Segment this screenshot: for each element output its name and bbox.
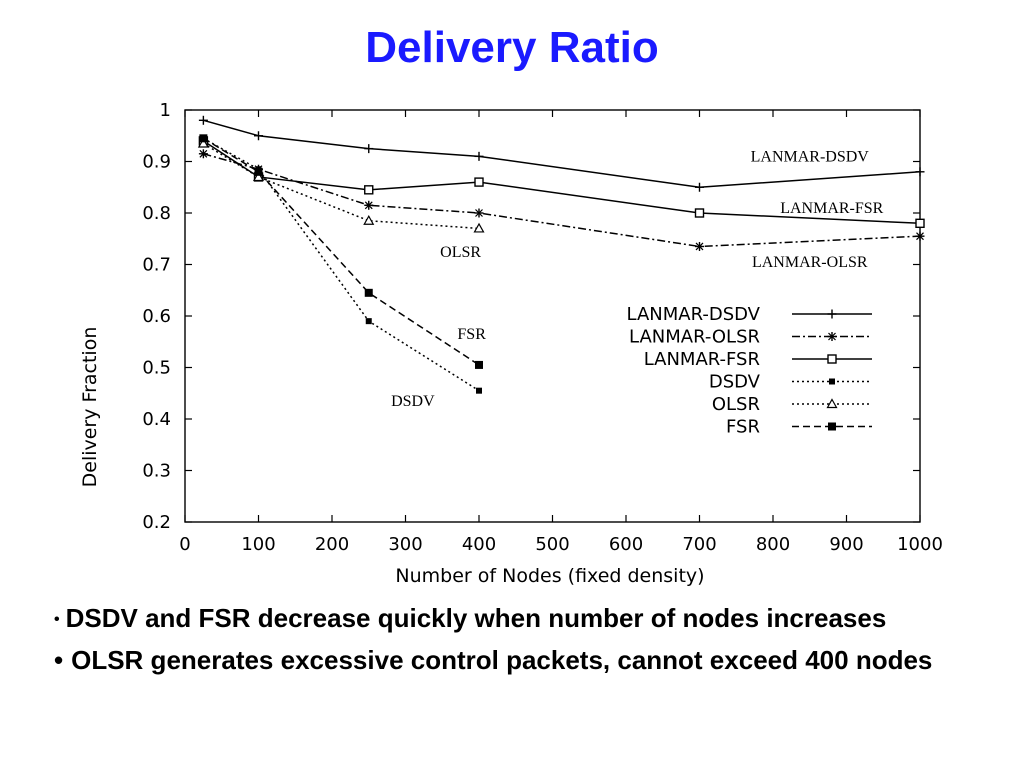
data-point-dsdv (365, 318, 372, 325)
legend-marker-lanmar-fsr (827, 354, 837, 364)
data-point-olsr (197, 137, 209, 148)
legend-label-lanmar-olsr: LANMAR-OLSR (629, 327, 760, 348)
bullet-text: OLSR generates excessive control packets… (71, 645, 933, 676)
data-point-lanmar-dsdv (695, 182, 704, 192)
legend-marker-fsr (828, 422, 836, 431)
data-point-olsr (363, 215, 375, 225)
y-tick-label: 0.7 (142, 255, 171, 276)
data-point-lanmar-fsr (915, 218, 925, 229)
marker-part (695, 242, 704, 251)
data-point-lanmar-dsdv (364, 144, 374, 154)
annotation-label: DSDV (391, 393, 435, 410)
bullet-marker: • (54, 611, 60, 629)
data-point-lanmar-dsdv (915, 167, 925, 177)
x-tick-label: 500 (535, 534, 569, 555)
annotation-label: LANMAR-DSDV (751, 149, 870, 166)
bullet-item-1: • DSDV and FSR decrease quickly when numb… (54, 598, 1004, 640)
legend: LANMAR-DSDVLANMAR-OLSRLANMAR-FSRDSDVOLSR… (627, 304, 872, 438)
marker-part (199, 149, 208, 158)
series-line-lanmar-olsr (203, 153, 921, 248)
bullet-list: • DSDV and FSR decrease quickly when numb… (54, 598, 1004, 680)
x-tick-label: 200 (315, 534, 349, 555)
annotation-label: OLSR (440, 244, 481, 261)
data-point-olsr (252, 171, 265, 182)
series-line-lanmar-dsdv (203, 119, 921, 189)
y-tick-label: 0.2 (142, 512, 171, 533)
y-tick-label: 0.6 (142, 306, 171, 327)
x-tick-label: 0 (179, 534, 190, 555)
x-tick-label: 600 (609, 534, 643, 555)
slide-title: Delivery Ratio (365, 23, 659, 72)
data-point-fsr (475, 360, 483, 369)
data-point-lanmar-olsr (915, 231, 925, 241)
data-point-lanmar-dsdv (198, 115, 208, 125)
series-line-fsr (202, 137, 480, 366)
series-lanmar-dsdv (198, 115, 925, 192)
legend-marker-lanmar-dsdv (827, 309, 837, 319)
data-point-lanmar-dsdv (254, 131, 263, 141)
y-tick-label: 0.3 (142, 461, 171, 482)
x-tick-label: 1000 (897, 534, 943, 555)
bullet-marker: • (54, 645, 64, 676)
data-point-lanmar-fsr (364, 185, 374, 195)
annotation-label: LANMAR-OLSR (752, 254, 868, 271)
data-point-lanmar-dsdv (474, 151, 484, 161)
x-axis-label: Number of Nodes (fixed density) (395, 565, 704, 587)
legend-marker-lanmar-olsr (827, 332, 837, 341)
series-line-dsdv (203, 137, 480, 392)
x-tick-label: 300 (388, 534, 422, 555)
series-lines (197, 115, 925, 394)
legend-label-lanmar-dsdv: LANMAR-DSDV (627, 304, 761, 325)
data-point-fsr (364, 288, 373, 297)
bullet-text: DSDV and FSR decrease quickly when numbe… (65, 603, 887, 633)
y-tick-label: 0.5 (142, 358, 171, 379)
plot-frame (184, 109, 921, 523)
y-tick-label: 0.4 (142, 409, 171, 430)
x-tick-label: 100 (241, 534, 275, 555)
legend-label-olsr: OLSR (712, 394, 760, 415)
data-point-olsr (473, 222, 485, 233)
data-point-lanmar-olsr (198, 149, 208, 159)
marker-part (828, 332, 836, 341)
series-fsr (199, 134, 483, 369)
data-point-lanmar-fsr (474, 177, 484, 187)
data-point-lanmar-olsr (695, 241, 704, 251)
series-dsdv (200, 135, 482, 394)
data-point-dsdv (476, 387, 482, 394)
x-tick-label: 900 (829, 534, 863, 555)
legend-marker-olsr (826, 398, 838, 409)
y-tick-label: 0.9 (142, 152, 171, 173)
data-point-fsr (199, 134, 208, 143)
x-tick-label: 700 (682, 534, 716, 555)
annotation-label: LANMAR-FSR (780, 200, 883, 217)
annotation-label: FSR (457, 326, 486, 343)
marker-part (364, 201, 373, 210)
annotations: LANMAR-DSDVLANMAR-FSRLANMAR-OLSROLSRFSRD… (391, 149, 884, 411)
marker-part (916, 232, 924, 241)
bullet-item-2: • OLSR generates excessive control packet… (54, 640, 1004, 680)
y-axis-label: Delivery Fraction (79, 327, 101, 488)
data-point-lanmar-olsr (474, 208, 484, 218)
y-tick-label: 0.8 (142, 203, 171, 224)
x-tick-label: 800 (756, 534, 790, 555)
data-point-lanmar-olsr (364, 200, 374, 210)
y-tick-label: 1 (160, 100, 171, 121)
axes: 0 100 200 300 400 500 600 700 800 900 1000 0.2 0.3 0.… (142, 100, 943, 555)
legend-marker-dsdv (829, 378, 835, 385)
marker-part (475, 209, 483, 217)
legend-label-lanmar-fsr: LANMAR-FSR (644, 349, 760, 370)
series-line-lanmar-fsr (202, 140, 921, 225)
legend-label-dsdv: DSDV (709, 372, 761, 393)
delivery-ratio-chart: 0 100 200 300 400 500 600 700 800 900 1000 0.2 0.3 0.… (79, 100, 943, 587)
data-point-lanmar-fsr (694, 208, 705, 218)
data-point-fsr (254, 167, 263, 176)
x-tick-label: 400 (462, 534, 496, 555)
series-olsr (197, 137, 485, 233)
legend-label-fsr: FSR (726, 417, 760, 438)
